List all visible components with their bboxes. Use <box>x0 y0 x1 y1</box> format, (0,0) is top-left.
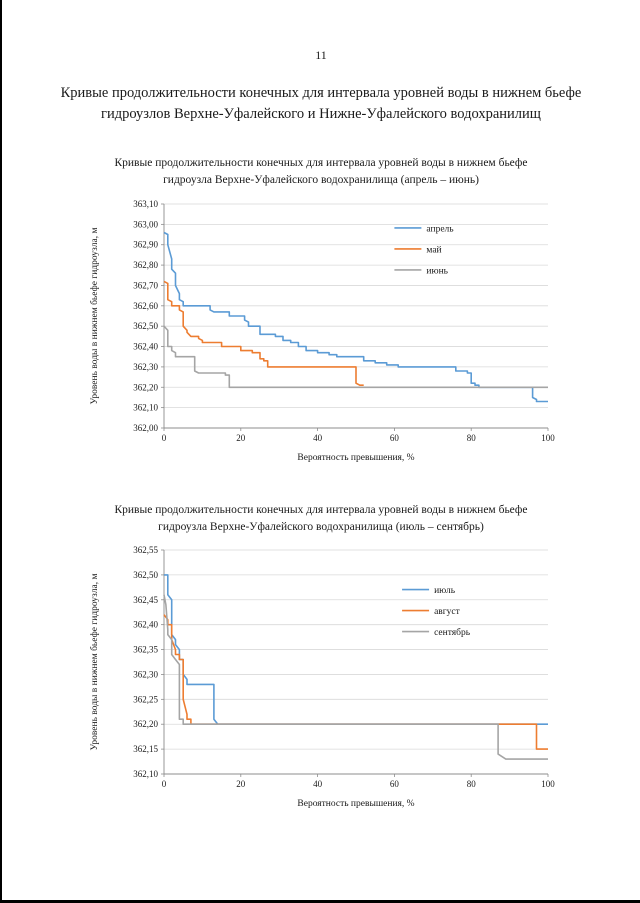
series-line-май <box>163 280 364 386</box>
y-tick-label: 362,40 <box>133 620 158 630</box>
x-tick-label: 40 <box>313 779 323 789</box>
y-tick-label: 362,60 <box>133 300 158 310</box>
x-tick-label: 80 <box>467 779 477 789</box>
x-tick-label: 60 <box>390 779 400 789</box>
y-tick-label: 362,30 <box>133 361 158 371</box>
y-tick-label: 362,20 <box>133 382 158 392</box>
chart2-canvas: 362,10 362,15 362,20 362,25 362,30 362,35 362,… <box>89 545 555 809</box>
page-title: Кривые продолжительности конечных для ин… <box>60 85 582 123</box>
y-tick-label: 363,10 <box>133 199 158 209</box>
y-tick-label: 362,40 <box>133 341 158 351</box>
y-tick-label: 362,20 <box>133 719 158 729</box>
series-line-апрель <box>163 231 548 402</box>
y-tick-label: 362,80 <box>133 260 158 270</box>
y-tick-label: 362,90 <box>133 239 158 249</box>
legend-label-апрель: апрель <box>426 224 454 234</box>
y-tick-label: 362,55 <box>133 545 158 555</box>
y-tick-label: 362,45 <box>133 595 158 605</box>
x-tick-label: 40 <box>313 433 323 443</box>
y-tick-label: 362,15 <box>133 744 158 754</box>
legend-label-август: август <box>434 607 461 617</box>
y-tick-label: 362,10 <box>133 402 158 412</box>
y-tick-label: 362,25 <box>133 694 158 704</box>
y-tick-label: 362,30 <box>133 669 158 679</box>
y-tick-label: 362,50 <box>133 321 158 331</box>
x-axis-label: Вероятность превышения, % <box>297 799 414 809</box>
legend-label-июнь: июнь <box>426 266 448 276</box>
page-number: 11 <box>315 48 327 62</box>
chart1-title: Кривые продолжительности конечных для ин… <box>114 157 528 187</box>
y-tick-label: 362,00 <box>133 423 158 433</box>
y-tick-label: 362,50 <box>133 570 158 580</box>
y-tick-label: 362,10 <box>133 769 158 779</box>
x-tick-label: 100 <box>541 779 555 789</box>
legend-label-сентябрь: сентябрь <box>434 627 471 638</box>
x-tick-label: 20 <box>236 779 246 789</box>
x-axis-label: Вероятность превышения, % <box>297 453 414 463</box>
chart-block-april-june: Кривые продолжительности конечных для ин… <box>86 155 556 468</box>
x-tick-label: 0 <box>162 779 167 789</box>
legend-label-июль: июль <box>434 586 456 596</box>
series-line-сентябрь <box>163 594 548 760</box>
chart-block-july-september: Кривые продолжительности конечных для ин… <box>86 502 556 815</box>
x-tick-label: 80 <box>467 433 477 443</box>
chart2-title: Кривые продолжительности конечных для ин… <box>114 503 528 533</box>
y-axis-label: Уровень воды в нижнем бьефе гидроузла, м <box>89 227 100 404</box>
x-tick-label: 20 <box>236 433 246 443</box>
y-axis-label: Уровень воды в нижнем бьефе гидроузла, м <box>89 574 100 751</box>
y-tick-label: 362,70 <box>133 280 158 290</box>
series-line-август <box>163 614 548 750</box>
legend-label-май: май <box>426 244 441 255</box>
y-tick-label: 363,00 <box>133 219 158 229</box>
x-tick-label: 100 <box>541 433 555 443</box>
x-tick-label: 60 <box>390 433 400 443</box>
chart1-canvas: 362,00 362,10 362,20 362,30 362,40 362,50 362,… <box>89 199 555 463</box>
y-tick-label: 362,35 <box>133 645 158 655</box>
series-line-июнь <box>163 325 548 388</box>
x-tick-label: 0 <box>162 433 167 443</box>
